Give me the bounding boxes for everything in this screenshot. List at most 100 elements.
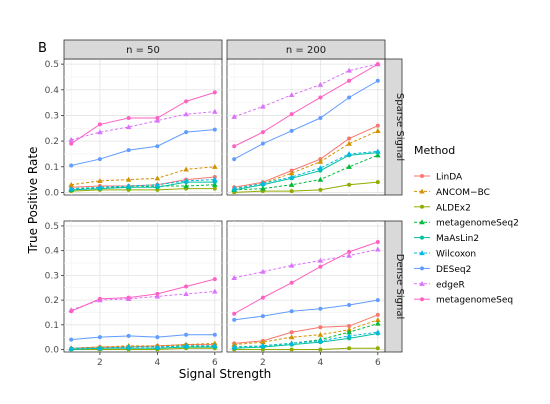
series-line-deseq2 bbox=[71, 129, 215, 166]
legend-item-maaslin2: MaAsLin2 bbox=[414, 234, 479, 244]
panel-background bbox=[63, 58, 223, 196]
strip-background bbox=[226, 39, 386, 60]
series-deseq2 bbox=[69, 332, 217, 342]
y-tick-label: 0.2 bbox=[45, 137, 59, 147]
data-point-deseq2 bbox=[69, 163, 74, 168]
x-tick-label: 6 bbox=[375, 358, 381, 368]
data-point-deseq2 bbox=[260, 314, 265, 319]
legend-key-marker bbox=[419, 219, 425, 225]
series-line-linda bbox=[71, 344, 215, 349]
x-axis-title: Signal Strength bbox=[179, 367, 272, 381]
series-ancom-bc bbox=[231, 317, 381, 347]
data-point-metagenomeseq bbox=[212, 277, 217, 282]
data-point-metagenomeseq bbox=[184, 99, 189, 104]
data-point-edger bbox=[231, 113, 237, 119]
series-ancom-bc bbox=[68, 163, 218, 187]
series-line-aldex2 bbox=[234, 181, 378, 193]
legend-label: DESeq2 bbox=[436, 265, 471, 275]
data-point-wilcoxon bbox=[260, 180, 266, 186]
data-point-aldex2 bbox=[375, 180, 380, 185]
legend-label: metagenomeSeq bbox=[436, 296, 513, 306]
data-point-aldex2 bbox=[375, 346, 380, 351]
data-point-ancom-bc bbox=[375, 317, 381, 322]
data-point-metagenomeseq bbox=[69, 141, 74, 146]
y-tick-label: 0.5 bbox=[45, 60, 59, 70]
data-point-metagenomeseq bbox=[126, 295, 131, 300]
y-tick-label: 0.3 bbox=[45, 271, 59, 281]
data-point-aldex2 bbox=[318, 347, 323, 352]
data-point-deseq2 bbox=[375, 78, 380, 83]
data-point-aldex2 bbox=[289, 189, 294, 194]
series-line-metagenomeseq2 bbox=[71, 184, 215, 191]
legend-key-marker bbox=[420, 204, 424, 209]
y-axis-title: True Positive Rate bbox=[26, 147, 40, 255]
legend-key-marker bbox=[419, 188, 425, 194]
data-point-deseq2 bbox=[347, 95, 352, 100]
data-point-edger bbox=[97, 129, 103, 135]
series-line-wilcoxon bbox=[71, 179, 215, 190]
data-point-metagenomeseq bbox=[289, 280, 294, 285]
panel-background bbox=[226, 220, 386, 353]
x-tick-label: 4 bbox=[154, 358, 160, 368]
data-point-metagenomeseq bbox=[232, 144, 237, 149]
data-point-wilcoxon bbox=[154, 181, 161, 187]
data-point-ancom-bc bbox=[260, 339, 266, 345]
legend-key-marker bbox=[419, 250, 425, 256]
strip-sparse-signal: Sparse Signal bbox=[384, 58, 405, 196]
data-point-wilcoxon bbox=[212, 343, 218, 348]
data-point-wilcoxon bbox=[68, 345, 74, 351]
data-point-deseq2 bbox=[318, 116, 323, 121]
data-point-linda bbox=[347, 136, 352, 141]
legend-label: edgeR bbox=[436, 280, 465, 290]
data-point-ancom-bc bbox=[183, 166, 189, 172]
data-point-edger bbox=[317, 81, 324, 87]
data-point-metagenomeseq2 bbox=[375, 320, 381, 326]
y-tick-label: 0.5 bbox=[45, 222, 59, 232]
series-line-aldex2 bbox=[71, 347, 215, 351]
data-point-ancom-bc bbox=[288, 334, 295, 340]
strip-n-200: n = 200 bbox=[226, 39, 386, 60]
data-point-metagenomeseq bbox=[260, 295, 265, 300]
data-point-wilcoxon bbox=[288, 174, 295, 180]
data-point-metagenomeseq2 bbox=[183, 183, 189, 189]
series-line-metagenomeseq bbox=[70, 91, 215, 145]
data-point-deseq2 bbox=[232, 157, 237, 162]
data-point-linda bbox=[347, 324, 352, 329]
data-point-deseq2 bbox=[155, 144, 160, 149]
data-point-metagenomeseq bbox=[289, 112, 294, 117]
data-point-ancom-bc bbox=[375, 128, 381, 133]
strip-label: Sparse Signal bbox=[394, 93, 405, 161]
data-point-deseq2 bbox=[126, 148, 131, 153]
y-tick-label: 0.2 bbox=[45, 296, 59, 306]
data-point-deseq2 bbox=[232, 317, 237, 322]
series-line-wilcoxon bbox=[234, 331, 378, 348]
series-line-ancom-bc bbox=[234, 130, 379, 190]
panel-background bbox=[63, 220, 223, 353]
series-deseq2 bbox=[232, 78, 380, 162]
data-point-edger bbox=[346, 252, 352, 258]
data-point-edger bbox=[68, 137, 74, 142]
panel-n-200-dense-signal bbox=[226, 220, 386, 353]
data-point-ancom-bc bbox=[346, 140, 352, 146]
data-point-ancom-bc bbox=[346, 326, 352, 332]
data-point-deseq2 bbox=[347, 303, 352, 308]
data-point-edger bbox=[375, 246, 381, 252]
series-wilcoxon bbox=[68, 343, 218, 351]
data-point-metagenomeseq bbox=[232, 311, 237, 316]
data-point-wilcoxon bbox=[260, 343, 266, 348]
series-metagenomeseq bbox=[232, 62, 380, 149]
data-point-aldex2 bbox=[212, 186, 217, 191]
data-point-deseq2 bbox=[212, 127, 217, 132]
data-point-metagenomeseq bbox=[97, 122, 102, 127]
data-point-metagenomeseq bbox=[318, 95, 323, 100]
series-line-wilcoxon bbox=[234, 150, 378, 190]
legend-label: Wilcoxon bbox=[436, 250, 476, 260]
series-line-deseq2 bbox=[71, 334, 215, 341]
data-point-metagenomeseq bbox=[375, 240, 380, 245]
data-point-edger bbox=[154, 117, 161, 123]
data-point-ancom-bc bbox=[288, 170, 295, 176]
data-point-wilcoxon bbox=[68, 185, 74, 191]
x-tick-label: 2 bbox=[260, 358, 266, 368]
data-point-wilcoxon bbox=[288, 340, 295, 346]
